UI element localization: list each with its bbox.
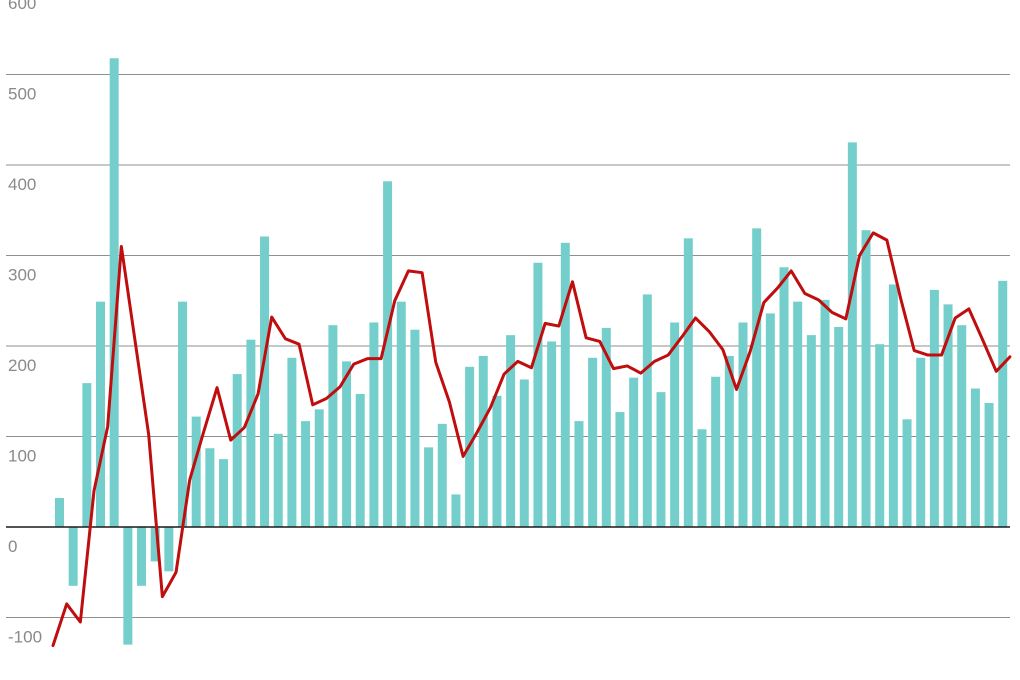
bar bbox=[615, 412, 625, 527]
bar bbox=[55, 498, 64, 527]
bar bbox=[943, 304, 953, 527]
bar bbox=[232, 374, 242, 527]
bar bbox=[68, 527, 78, 586]
bar bbox=[683, 238, 693, 527]
bar bbox=[123, 527, 133, 645]
bar bbox=[984, 403, 994, 527]
bar bbox=[670, 322, 680, 527]
bar bbox=[847, 142, 857, 528]
bar bbox=[150, 527, 160, 562]
bar bbox=[287, 357, 297, 527]
bar bbox=[369, 322, 379, 527]
bar bbox=[820, 299, 830, 528]
bar bbox=[205, 448, 215, 527]
bar bbox=[738, 322, 748, 527]
bar bbox=[765, 313, 775, 527]
bar bbox=[451, 494, 461, 527]
bar bbox=[519, 379, 529, 528]
bar bbox=[314, 409, 324, 527]
bar bbox=[82, 383, 92, 528]
bar bbox=[875, 344, 885, 527]
bar bbox=[902, 419, 912, 528]
bar bbox=[355, 393, 365, 527]
y-tick-label: 0 bbox=[8, 537, 17, 556]
bar bbox=[219, 459, 229, 528]
y-tick-label: 200 bbox=[8, 356, 36, 375]
y-tick-label: 100 bbox=[8, 447, 36, 466]
bar bbox=[806, 335, 816, 527]
bar bbox=[929, 289, 939, 527]
bar bbox=[711, 376, 721, 527]
bar bbox=[916, 357, 926, 527]
bar bbox=[410, 329, 420, 527]
bar bbox=[424, 447, 434, 527]
bar bbox=[834, 327, 844, 527]
bar bbox=[998, 280, 1008, 527]
bar bbox=[779, 267, 789, 527]
bar bbox=[437, 423, 447, 527]
trend-line bbox=[51, 231, 1012, 648]
bar bbox=[260, 236, 270, 527]
bar bbox=[396, 301, 406, 527]
bar bbox=[547, 341, 557, 528]
bar bbox=[273, 433, 283, 527]
bar-series bbox=[55, 58, 1008, 645]
bar bbox=[191, 416, 201, 527]
bar bbox=[328, 325, 338, 527]
bar bbox=[533, 262, 543, 527]
bar bbox=[752, 228, 762, 527]
bar bbox=[861, 230, 871, 527]
bar bbox=[888, 284, 898, 527]
bar bbox=[588, 357, 598, 527]
bar bbox=[560, 242, 570, 527]
bar bbox=[970, 388, 980, 527]
bar bbox=[178, 301, 188, 527]
bar bbox=[697, 429, 707, 527]
bar bbox=[793, 301, 803, 527]
bar bbox=[246, 339, 256, 527]
y-tick-label: 500 bbox=[8, 85, 36, 104]
y-tick-label: 600 bbox=[8, 0, 36, 13]
y-tick-label: -100 bbox=[8, 628, 42, 647]
bar bbox=[109, 58, 119, 528]
bar bbox=[601, 327, 611, 527]
bar bbox=[383, 181, 393, 528]
bar bbox=[629, 377, 639, 527]
bar bbox=[642, 294, 652, 527]
line-series bbox=[51, 231, 1012, 648]
bar bbox=[164, 527, 174, 572]
bar bbox=[574, 421, 584, 528]
y-tick-label: 400 bbox=[8, 175, 36, 194]
bar bbox=[96, 301, 106, 527]
bar bbox=[478, 355, 488, 527]
bar bbox=[506, 335, 516, 527]
bar bbox=[656, 392, 666, 527]
bar bbox=[492, 395, 502, 527]
bar bbox=[957, 325, 967, 527]
y-axis-tick-labels: -100 0 100 200 300 400 500 600 bbox=[8, 0, 42, 647]
bar bbox=[724, 355, 734, 527]
bar bbox=[342, 361, 352, 527]
bar bbox=[137, 527, 147, 586]
bar bbox=[301, 421, 311, 528]
y-tick-label: 300 bbox=[8, 266, 36, 285]
